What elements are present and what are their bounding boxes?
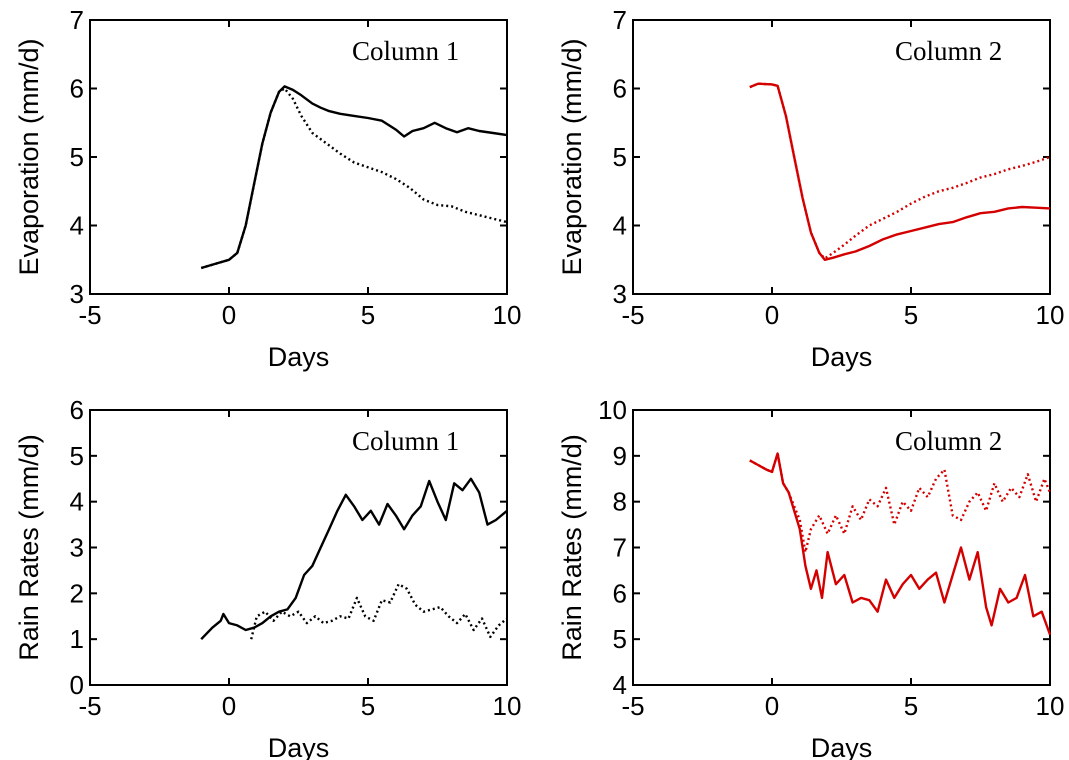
x-axis-label: Days — [811, 342, 873, 372]
series-line-solid — [749, 452, 1052, 636]
x-tick-label: 10 — [493, 300, 522, 330]
series-line-solid — [200, 85, 508, 270]
y-tick-label: 10 — [598, 395, 627, 425]
y-tick-label: 4 — [70, 487, 84, 517]
y-tick-label: 3 — [70, 279, 84, 309]
panel-title: Column 1 — [352, 426, 459, 456]
y-tick-label: 9 — [613, 441, 627, 471]
panel-title: Column 2 — [895, 36, 1002, 66]
x-tick-label: 5 — [904, 300, 918, 330]
y-tick-label: 3 — [70, 533, 84, 563]
x-tick-label: 0 — [765, 300, 779, 330]
x-tick-label: 10 — [1036, 300, 1065, 330]
series-line-dotted — [250, 583, 508, 640]
y-tick-label: 4 — [613, 670, 627, 700]
y-tick-label: 0 — [70, 670, 84, 700]
y-tick-label: 5 — [613, 624, 627, 654]
y-axis-label: Evaporation (mm/d) — [557, 38, 587, 275]
x-axis-label: Days — [268, 733, 330, 760]
y-tick-label: 1 — [70, 624, 84, 654]
y-tick-label: 6 — [70, 74, 84, 104]
y-axis-label: Evaporation (mm/d) — [14, 38, 44, 275]
y-tick-label: 5 — [613, 142, 627, 172]
y-axis-label: Rain Rates (mm/d) — [14, 434, 44, 661]
y-tick-label: 6 — [613, 578, 627, 608]
x-tick-label: 0 — [222, 691, 236, 721]
x-tick-label: 5 — [361, 300, 375, 330]
x-tick-label: -5 — [78, 300, 101, 330]
x-axis-label: Days — [811, 733, 873, 760]
y-axis-label: Rain Rates (mm/d) — [557, 434, 587, 661]
series-line-dotted — [200, 87, 508, 270]
y-tick-label: 4 — [613, 211, 627, 241]
y-tick-label: 2 — [70, 578, 84, 608]
y-tick-label: 3 — [613, 279, 627, 309]
x-tick-label: 5 — [361, 691, 375, 721]
x-tick-label: -5 — [621, 300, 644, 330]
x-tick-label: 0 — [765, 691, 779, 721]
panel-title: Column 1 — [352, 36, 459, 66]
y-tick-label: 8 — [613, 487, 627, 517]
panel-title: Column 2 — [895, 426, 1002, 456]
x-tick-label: 10 — [493, 691, 522, 721]
y-tick-label: 4 — [70, 211, 84, 241]
series-line-dotted — [749, 82, 1051, 260]
chart-panel: -5 0 5 10 3 4 5 6 7 Days Evaporation (mm/d) Column … — [557, 5, 1064, 372]
chart-panel: -5 0 5 10 4 5 6 7 8 9 10 Days Rain Rates (mm/d) Colum… — [557, 395, 1064, 760]
series-line-solid — [200, 477, 508, 641]
y-tick-label: 7 — [70, 5, 84, 35]
y-tick-label: 6 — [613, 74, 627, 104]
x-tick-label: 10 — [1036, 691, 1065, 721]
y-tick-label: 5 — [70, 441, 84, 471]
y-tick-label: 7 — [613, 5, 627, 35]
series-line-dotted — [749, 452, 1052, 554]
y-tick-label: 7 — [613, 533, 627, 563]
y-tick-label: 6 — [70, 395, 84, 425]
series-line-solid — [749, 82, 1051, 261]
x-tick-label: -5 — [621, 691, 644, 721]
chart-panel: -5 0 5 10 3 4 5 6 7 Days Evaporation (mm/d) Column … — [14, 5, 521, 372]
y-tick-label: 5 — [70, 142, 84, 172]
x-tick-label: 0 — [222, 300, 236, 330]
x-tick-label: -5 — [78, 691, 101, 721]
x-tick-label: 5 — [904, 691, 918, 721]
x-axis-label: Days — [268, 342, 330, 372]
